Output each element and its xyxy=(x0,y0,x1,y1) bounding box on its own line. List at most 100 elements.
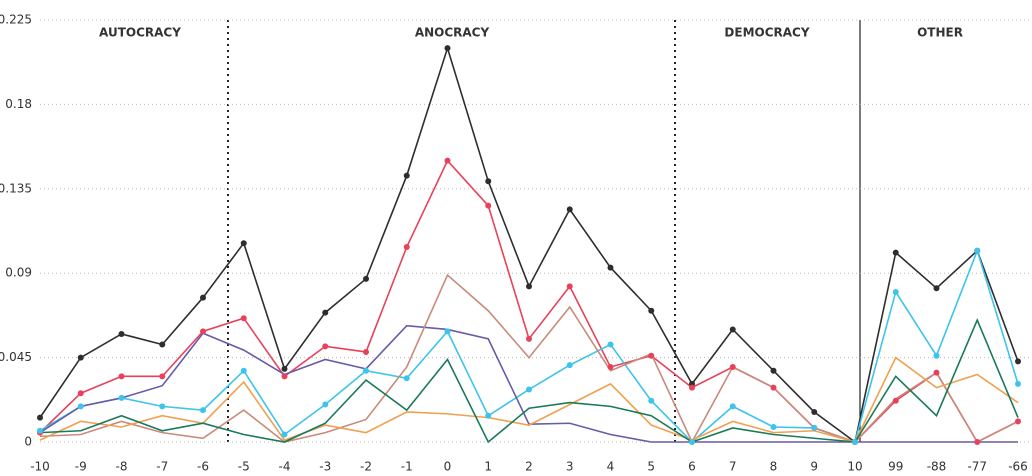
point xyxy=(566,206,573,213)
x-tick-label: 5 xyxy=(647,460,655,474)
x-tick-label: -6 xyxy=(197,460,209,474)
point xyxy=(159,373,166,380)
point xyxy=(1015,358,1021,365)
point xyxy=(689,439,695,445)
point xyxy=(892,397,899,404)
point xyxy=(607,341,614,348)
x-tick-label: -3 xyxy=(319,460,331,474)
point xyxy=(933,369,940,376)
x-tick-label: -7 xyxy=(156,460,168,474)
point xyxy=(648,307,655,314)
point xyxy=(363,275,369,282)
x-tick-label: -8 xyxy=(116,460,128,474)
point xyxy=(729,363,736,370)
point xyxy=(607,363,614,370)
x-tick-label: 3 xyxy=(566,460,574,474)
point xyxy=(322,343,329,350)
point xyxy=(933,352,940,359)
x-tick-label: -9 xyxy=(75,460,87,474)
point xyxy=(403,375,410,382)
point xyxy=(933,285,940,292)
point xyxy=(566,362,573,369)
series-line xyxy=(39,159,1019,444)
region-label: ANOCRACY xyxy=(415,26,490,40)
point xyxy=(37,427,43,434)
point xyxy=(729,326,736,333)
point xyxy=(852,439,858,445)
point xyxy=(607,264,614,271)
point xyxy=(200,328,206,335)
point xyxy=(811,424,818,431)
point xyxy=(240,240,247,247)
point xyxy=(200,294,206,301)
x-tick-label: 2 xyxy=(525,460,533,474)
point xyxy=(770,423,777,430)
point xyxy=(118,373,125,380)
point xyxy=(892,288,899,295)
point xyxy=(240,315,247,322)
x-tick-label: 99 xyxy=(888,460,903,474)
x-tick-label: 7 xyxy=(729,460,737,474)
point xyxy=(1015,380,1021,387)
series-line xyxy=(39,248,1019,444)
point xyxy=(485,412,492,419)
x-tick-label: -66 xyxy=(1008,460,1028,474)
x-tick-label: -10 xyxy=(30,460,50,474)
point xyxy=(281,431,288,438)
point xyxy=(77,390,84,397)
point xyxy=(159,403,166,410)
region-label: DEMOCRACY xyxy=(724,26,809,40)
point xyxy=(363,367,369,374)
point xyxy=(485,202,492,209)
y-tick-label: 0 xyxy=(24,435,32,449)
y-tick-label: 0.045 xyxy=(0,350,32,364)
point xyxy=(689,384,695,391)
point xyxy=(485,178,492,185)
x-tick-label: 10 xyxy=(847,460,862,474)
x-tick-label: -4 xyxy=(279,460,291,474)
point xyxy=(159,341,166,348)
y-tick-label: 0.135 xyxy=(0,181,32,195)
point xyxy=(974,247,981,254)
point xyxy=(118,330,125,337)
y-tick-label: 0.18 xyxy=(5,97,32,111)
point xyxy=(200,407,206,414)
point xyxy=(363,348,369,355)
point xyxy=(566,283,573,290)
point xyxy=(770,367,777,374)
x-tick-label: 8 xyxy=(770,460,778,474)
x-tick-label: -77 xyxy=(967,460,987,474)
point xyxy=(240,367,247,374)
x-tick-label: 4 xyxy=(607,460,615,474)
point xyxy=(1015,418,1021,425)
point xyxy=(526,283,532,290)
x-tick-label: 6 xyxy=(688,460,696,474)
point xyxy=(37,414,43,421)
point xyxy=(770,384,777,391)
point xyxy=(444,157,451,164)
point xyxy=(648,397,655,404)
x-tick-label: 1 xyxy=(484,460,492,474)
series-line xyxy=(39,356,1019,443)
point xyxy=(974,439,981,445)
point xyxy=(322,309,329,316)
region-label: AUTOCRACY xyxy=(99,26,181,40)
y-tick-label: 0.09 xyxy=(5,266,32,280)
point xyxy=(118,394,125,401)
point xyxy=(77,354,84,361)
x-tick-label: 9 xyxy=(810,460,818,474)
point xyxy=(77,403,84,410)
point xyxy=(281,365,288,372)
point xyxy=(526,386,532,393)
point xyxy=(892,249,899,256)
region-label: OTHER xyxy=(917,26,963,40)
point xyxy=(281,373,288,380)
x-tick-label: -2 xyxy=(360,460,372,474)
point xyxy=(444,328,451,335)
point xyxy=(403,172,410,179)
x-tick-label: -1 xyxy=(401,460,413,474)
point xyxy=(648,352,655,359)
x-tick-label: 0 xyxy=(444,460,452,474)
x-tick-label: -88 xyxy=(927,460,947,474)
